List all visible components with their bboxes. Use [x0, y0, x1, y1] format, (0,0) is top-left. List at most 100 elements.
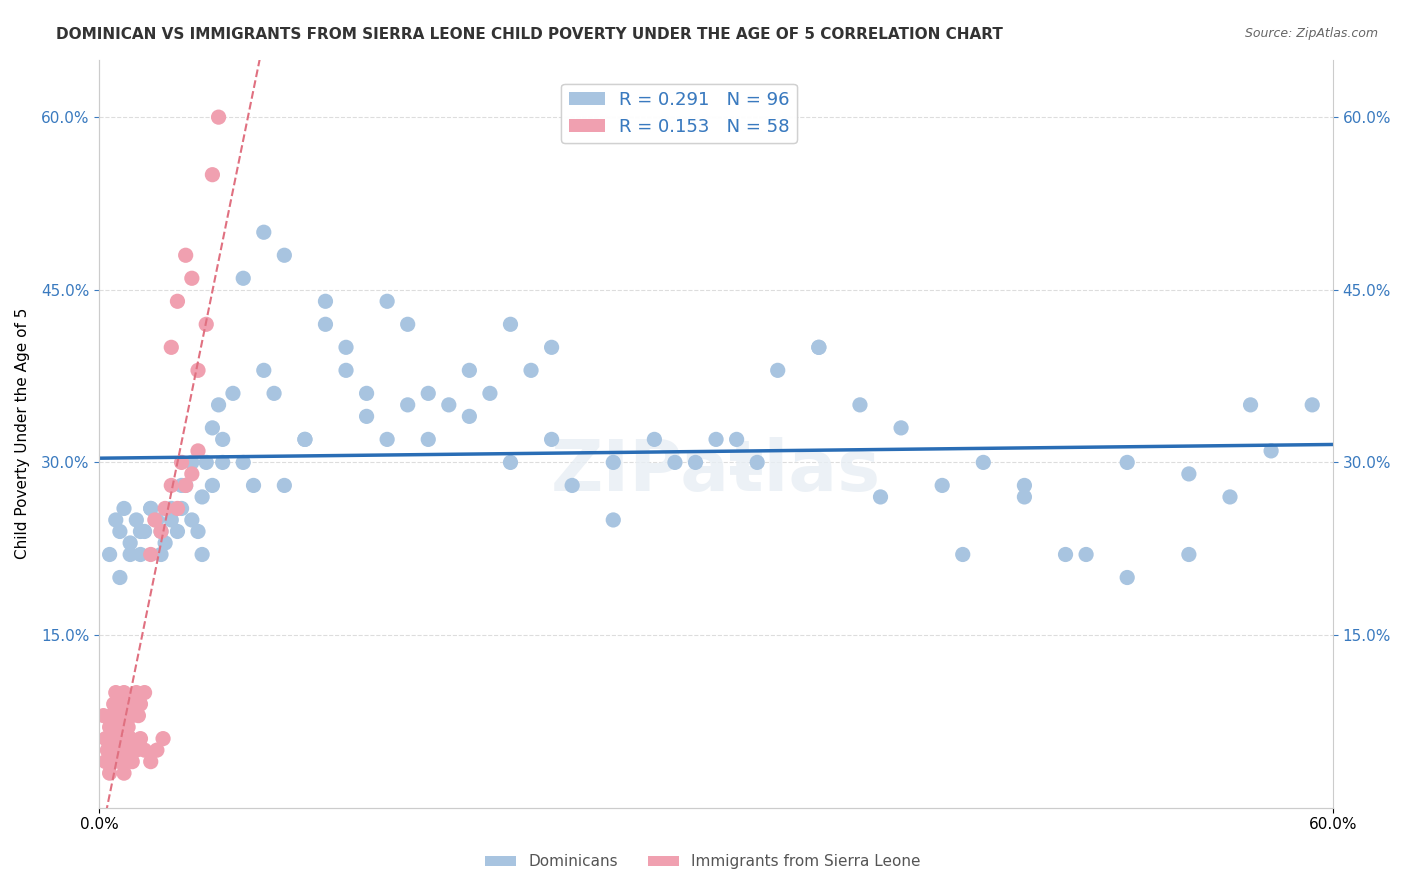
- Point: [242, 478, 264, 492]
- Point: [766, 363, 789, 377]
- Point: [807, 340, 830, 354]
- Point: [160, 478, 183, 492]
- Point: [160, 501, 183, 516]
- Point: [314, 294, 336, 309]
- Point: [807, 340, 830, 354]
- Point: [458, 363, 481, 377]
- Point: [121, 755, 143, 769]
- Point: [685, 455, 707, 469]
- Point: [115, 755, 138, 769]
- Point: [96, 743, 118, 757]
- Point: [187, 443, 209, 458]
- Point: [94, 731, 117, 746]
- Point: [747, 455, 769, 469]
- Point: [931, 478, 953, 492]
- Point: [120, 731, 142, 746]
- Point: [98, 766, 121, 780]
- Point: [146, 743, 169, 757]
- Point: [704, 433, 727, 447]
- Point: [211, 455, 233, 469]
- Point: [112, 766, 135, 780]
- Point: [602, 513, 624, 527]
- Point: [396, 318, 419, 332]
- Point: [150, 524, 173, 539]
- Point: [643, 433, 665, 447]
- Point: [396, 398, 419, 412]
- Point: [100, 731, 122, 746]
- Point: [124, 697, 146, 711]
- Point: [335, 363, 357, 377]
- Point: [1239, 398, 1261, 412]
- Point: [561, 478, 583, 492]
- Point: [602, 455, 624, 469]
- Point: [201, 421, 224, 435]
- Point: [849, 398, 872, 412]
- Legend: R = 0.291   N = 96, R = 0.153   N = 58: R = 0.291 N = 96, R = 0.153 N = 58: [561, 84, 797, 143]
- Point: [180, 513, 202, 527]
- Point: [108, 755, 131, 769]
- Point: [104, 513, 127, 527]
- Point: [174, 478, 197, 492]
- Point: [146, 513, 169, 527]
- Point: [499, 318, 522, 332]
- Point: [356, 409, 378, 424]
- Point: [98, 720, 121, 734]
- Point: [540, 340, 562, 354]
- Point: [166, 501, 188, 516]
- Point: [134, 743, 156, 757]
- Point: [125, 685, 148, 699]
- Point: [1074, 548, 1097, 562]
- Point: [191, 490, 214, 504]
- Point: [139, 501, 162, 516]
- Point: [104, 743, 127, 757]
- Point: [111, 743, 134, 757]
- Point: [103, 755, 125, 769]
- Point: [143, 513, 166, 527]
- Point: [187, 524, 209, 539]
- Point: [418, 386, 440, 401]
- Point: [263, 386, 285, 401]
- Point: [499, 455, 522, 469]
- Point: [540, 433, 562, 447]
- Point: [222, 386, 245, 401]
- Point: [108, 570, 131, 584]
- Point: [96, 743, 118, 757]
- Point: [139, 548, 162, 562]
- Point: [98, 548, 121, 562]
- Point: [127, 708, 149, 723]
- Point: [664, 455, 686, 469]
- Point: [112, 501, 135, 516]
- Text: DOMINICAN VS IMMIGRANTS FROM SIERRA LEONE CHILD POVERTY UNDER THE AGE OF 5 CORRE: DOMINICAN VS IMMIGRANTS FROM SIERRA LEON…: [56, 27, 1002, 42]
- Point: [170, 478, 193, 492]
- Point: [211, 433, 233, 447]
- Point: [314, 318, 336, 332]
- Point: [1178, 548, 1201, 562]
- Text: ZIPaŧlas: ZIPaŧlas: [551, 436, 882, 506]
- Point: [129, 697, 152, 711]
- Point: [153, 501, 176, 516]
- Point: [195, 318, 218, 332]
- Point: [180, 455, 202, 469]
- Point: [191, 548, 214, 562]
- Point: [94, 755, 117, 769]
- Point: [1260, 443, 1282, 458]
- Y-axis label: Child Poverty Under the Age of 5: Child Poverty Under the Age of 5: [15, 308, 30, 559]
- Point: [174, 248, 197, 262]
- Point: [952, 548, 974, 562]
- Point: [972, 455, 994, 469]
- Point: [107, 708, 129, 723]
- Point: [375, 294, 398, 309]
- Point: [120, 548, 142, 562]
- Point: [187, 363, 209, 377]
- Point: [107, 731, 129, 746]
- Point: [437, 398, 460, 412]
- Point: [152, 731, 174, 746]
- Point: [335, 340, 357, 354]
- Point: [134, 685, 156, 699]
- Point: [108, 720, 131, 734]
- Point: [180, 271, 202, 285]
- Point: [108, 524, 131, 539]
- Point: [166, 524, 188, 539]
- Point: [458, 409, 481, 424]
- Point: [725, 433, 748, 447]
